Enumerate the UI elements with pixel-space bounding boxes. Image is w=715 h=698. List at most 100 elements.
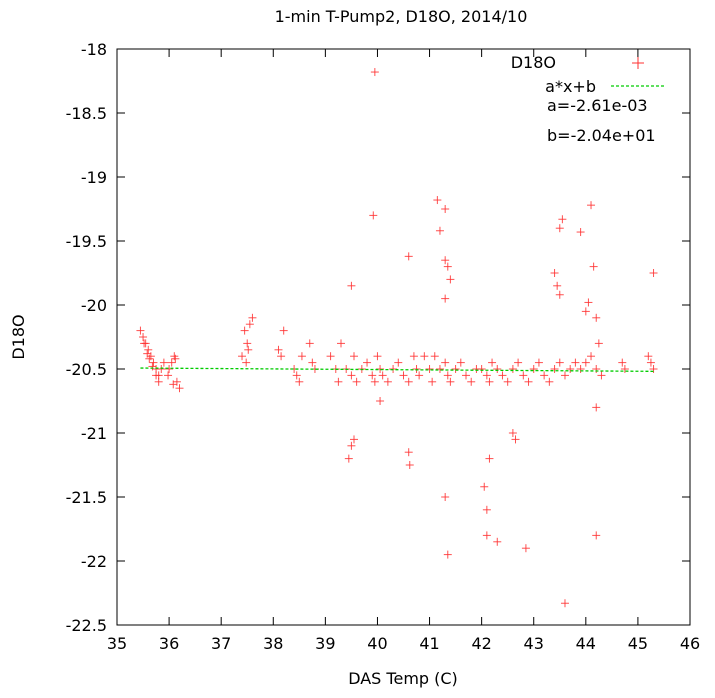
- y-tick-label: -18: [81, 40, 107, 59]
- data-point: [171, 354, 180, 363]
- data-point: [274, 345, 283, 354]
- data-point: [144, 345, 153, 354]
- data-point: [550, 365, 559, 373]
- data-point: [584, 298, 593, 307]
- x-tick-label: 39: [315, 634, 335, 653]
- data-point: [529, 365, 538, 373]
- x-tick-label: 46: [680, 634, 700, 653]
- data-point: [646, 358, 655, 367]
- x-tick-label: 44: [576, 634, 596, 653]
- data-point: [326, 352, 335, 361]
- data-point: [376, 397, 385, 405]
- x-tick-label: 37: [211, 634, 231, 653]
- data-point: [405, 461, 414, 469]
- x-tick-label: 38: [263, 634, 283, 653]
- data-point: [347, 371, 356, 380]
- data-point: [482, 505, 491, 514]
- data-point: [597, 371, 606, 380]
- data-point: [389, 365, 398, 373]
- data-point: [649, 269, 658, 277]
- data-point: [140, 339, 149, 348]
- data-point: [443, 371, 452, 380]
- data-point: [369, 211, 378, 220]
- data-point: [521, 544, 530, 553]
- data-point: [404, 448, 413, 457]
- data-point: [480, 482, 489, 491]
- chart-title: 1-min T-Pump2, D18O, 2014/10: [275, 7, 528, 26]
- data-point: [277, 352, 286, 361]
- data-point: [344, 454, 353, 463]
- data-point: [589, 262, 598, 271]
- data-point: [451, 365, 460, 373]
- y-tick-label: -22.5: [66, 616, 107, 635]
- data-point: [618, 358, 627, 367]
- data-point: [592, 531, 601, 540]
- data-point: [555, 224, 564, 233]
- data-point: [571, 358, 580, 367]
- data-point: [165, 365, 174, 373]
- data-point: [412, 365, 421, 373]
- data-point: [540, 371, 549, 380]
- plot-frame: [116, 48, 691, 626]
- data-point: [164, 371, 173, 380]
- x-tick-label: 43: [524, 634, 544, 653]
- data-point: [350, 352, 359, 361]
- data-point: [462, 371, 471, 380]
- y-tick-label: -18.5: [66, 104, 107, 123]
- data-point: [435, 365, 444, 373]
- data-point: [553, 281, 562, 290]
- data-point: [649, 365, 658, 373]
- legend-label-fit: a*x+b: [545, 77, 596, 96]
- data-point: [243, 339, 252, 348]
- data-point: [157, 365, 166, 373]
- data-point: [297, 352, 306, 361]
- y-axis-label: D18O: [9, 314, 28, 359]
- data-point: [620, 365, 629, 373]
- data-point: [279, 326, 288, 335]
- data-point: [488, 358, 497, 367]
- data-point: [644, 352, 653, 361]
- data-point: [308, 358, 317, 367]
- data-point: [242, 358, 251, 367]
- data-point: [576, 228, 585, 237]
- data-point: [576, 365, 585, 373]
- data-point: [581, 307, 590, 316]
- data-point: [152, 371, 161, 380]
- y-axis: -18 -18.5 -19 -19.5 -20 -20.5 -21 -21.5 -22 -22.5: [66, 40, 690, 635]
- x-axis: 35 36 37 38 39 40 41 42 43 44 45 46: [107, 49, 700, 653]
- data-point: [334, 377, 343, 386]
- scatter-points: [136, 68, 658, 608]
- data-point: [244, 345, 253, 354]
- data-point: [136, 326, 145, 335]
- y-tick-label: -21.5: [66, 488, 107, 507]
- data-point: [399, 371, 408, 380]
- x-tick-label: 40: [367, 634, 387, 653]
- data-point: [446, 275, 455, 284]
- data-point: [143, 349, 152, 358]
- data-point: [368, 371, 377, 380]
- y-tick-label: -20.5: [66, 360, 107, 379]
- data-point: [404, 252, 413, 261]
- data-point: [441, 205, 450, 213]
- data-point: [336, 339, 345, 348]
- data-point: [149, 358, 158, 367]
- data-point: [514, 358, 523, 367]
- data-point: [566, 365, 575, 373]
- x-tick-label: 45: [628, 634, 648, 653]
- data-point: [295, 377, 304, 386]
- data-point: [420, 352, 429, 361]
- data-point: [503, 377, 512, 386]
- y-tick-label: -19: [81, 168, 107, 187]
- data-point: [498, 371, 507, 380]
- data-point: [409, 352, 418, 361]
- data-point: [485, 377, 494, 386]
- data-point: [425, 365, 434, 373]
- data-point: [347, 441, 356, 450]
- legend-label-d18o: D18O: [511, 53, 556, 72]
- data-point: [508, 429, 517, 437]
- data-point: [350, 435, 359, 444]
- data-point: [560, 599, 569, 608]
- annotation-b: b=-2.04e+01: [547, 126, 656, 145]
- y-tick-label: -19.5: [66, 232, 107, 251]
- data-point: [347, 281, 356, 290]
